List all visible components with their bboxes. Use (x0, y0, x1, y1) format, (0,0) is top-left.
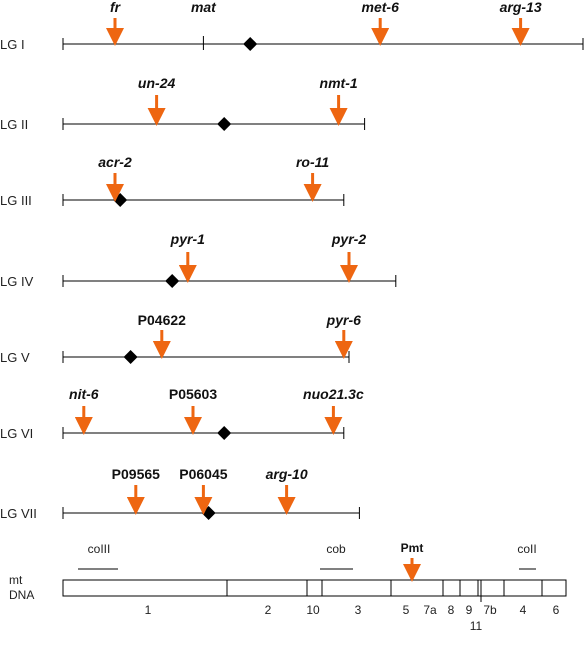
segment-label: 8 (448, 603, 455, 617)
linkage-group-label: LG V (0, 350, 30, 365)
segment-label: 3 (355, 603, 362, 617)
marker-label: fr (110, 0, 122, 15)
centromere-diamond (123, 350, 138, 364)
marker-label: P05603 (169, 386, 217, 402)
linkage-group-label: LG III (0, 193, 32, 208)
marker-label: ro-11 (296, 154, 329, 170)
marker-label: un-24 (138, 75, 176, 91)
segment-label: 7b (483, 603, 497, 617)
marker-label: nit-6 (69, 386, 99, 402)
linkage-group: LG I fr mat met-6 arg-13 (0, 0, 584, 52)
marker-label: pyr-1 (170, 231, 205, 247)
gene-region-label: coII (517, 542, 536, 556)
marker-label: met-6 (362, 0, 400, 15)
marker-label: P09565 (112, 466, 160, 482)
marker-label: arg-10 (266, 466, 308, 482)
segment-label: 11 (470, 619, 483, 633)
centromere-diamond (201, 506, 216, 520)
segment-label: 5 (403, 603, 410, 617)
marker-label: acr-2 (98, 154, 132, 170)
marker-label: mat (191, 0, 217, 15)
mtdna-label: mt (9, 573, 23, 587)
linkage-group: LG V P04622 pyr-6 (0, 312, 361, 365)
centromere-diamond (113, 193, 128, 207)
segment-label: 6 (553, 603, 560, 617)
gene-region-label: coIII (88, 542, 111, 556)
linkage-group: LG VII P09565 P06045 arg-10 (0, 466, 360, 521)
marker-label: pyr-2 (331, 231, 366, 247)
segment-label: 7a (423, 603, 437, 617)
segment-label: 9 (466, 603, 473, 617)
marker-label: P04622 (138, 312, 186, 328)
marker-label: nuo21.3c (303, 386, 364, 402)
marker-label: nmt-1 (320, 75, 358, 91)
centromere-diamond (217, 426, 232, 440)
linkage-group: LG VI nit-6 P05603 nuo21.3c (0, 386, 364, 441)
marker-label: pyr-6 (326, 312, 361, 328)
linkage-group-label: LG VI (0, 426, 33, 441)
segment-label: 4 (520, 603, 527, 617)
linkage-group: LG II un-24 nmt-1 (0, 75, 366, 132)
segment-label: 10 (306, 603, 320, 617)
centromere-diamond (165, 274, 180, 288)
linkage-group-label: LG I (0, 37, 25, 52)
segment-label: 1 (145, 603, 152, 617)
mtdna-bar (62, 579, 567, 597)
linkage-group-label: LG II (0, 117, 28, 132)
segment-label: 2 (265, 603, 272, 617)
marker-label: P06045 (179, 466, 227, 482)
gene-region-label: cob (326, 542, 346, 556)
linkage-group-label: LG IV (0, 274, 34, 289)
marker-label: arg-13 (500, 0, 542, 15)
pmt-label: Pmt (401, 541, 424, 555)
centromere-diamond (243, 37, 258, 51)
linkage-group: LG IV pyr-1 pyr-2 (0, 231, 397, 289)
linkage-group-label: LG VII (0, 506, 37, 521)
linkage-group: LG III acr-2 ro-11 (0, 154, 345, 208)
mtdna-label: DNA (9, 588, 34, 602)
centromere-diamond (217, 117, 232, 131)
